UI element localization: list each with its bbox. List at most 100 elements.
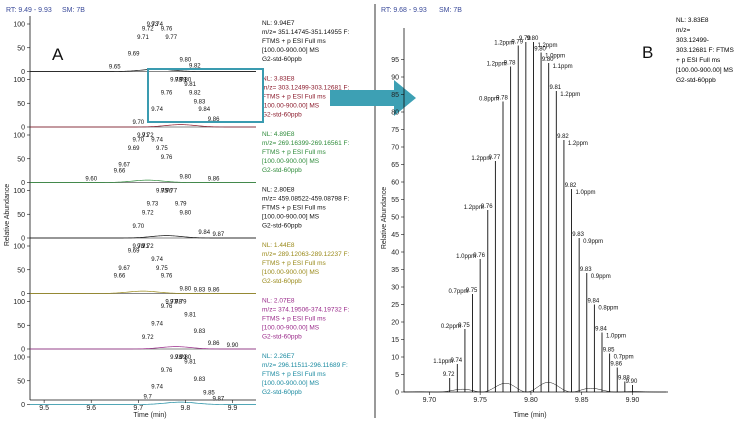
panel-a-trace-annotation: G2-std-60ppb xyxy=(262,223,302,230)
panel-b-y-tick-label: 35 xyxy=(391,267,399,274)
panel-a-peak-label: 9.78 xyxy=(170,78,182,84)
panel-b-ppm-label: 0.7ppm xyxy=(614,355,634,361)
panel-a-trace-line xyxy=(30,401,256,405)
panel-a-trace-line xyxy=(30,290,256,294)
panel-a-trace-annotation: FTMS + p ESI Full ms xyxy=(262,149,326,156)
panel-a-trace-annotation: NL: 4.89E8 xyxy=(262,131,295,138)
panel-b-ppm-label: 0.9ppm xyxy=(583,239,603,245)
panel-a-peak-label: 9.77 xyxy=(165,35,177,41)
panel-a-peak-label: 9.85 xyxy=(203,390,215,396)
panel-a-peak-label: 9.72 xyxy=(142,133,154,139)
panel-a-x-tick-label: 9.5 xyxy=(39,405,49,412)
panel-b-peak-rt-label: 9.76 xyxy=(481,204,493,210)
panel-a-y-tick-label: 100 xyxy=(13,77,25,84)
panel-a-peak-label: 9.80 xyxy=(180,287,192,293)
panel-a-peak-label: 9.67 xyxy=(118,163,130,169)
panel-a-y-tick-label: 50 xyxy=(17,323,25,330)
panel-a-peak-label: 9.78 xyxy=(170,300,182,306)
panel-b-y-tick-label: 75 xyxy=(391,127,399,134)
panel-a-peak-label: 9.83 xyxy=(194,287,206,293)
panel-a-x-tick-label: 9.9 xyxy=(228,405,238,412)
panel-b-peak-rt-label: 9.81 xyxy=(549,85,561,91)
panel-b-peak-rt-label: 9.75 xyxy=(466,288,478,294)
panel-b-annotation-line: m/z= xyxy=(676,27,690,34)
panel-a-x-tick-label: 9.6 xyxy=(86,405,96,412)
panel-b-peak-rt-label: 9.88 xyxy=(618,376,630,382)
panel-b-y-tick-label: 25 xyxy=(391,302,399,309)
panel-a-trace-annotation: NL: 3.83E8 xyxy=(262,76,295,83)
panel-b-x-tick-label: 9.75 xyxy=(473,397,487,404)
panel-b-y-tick-label: 20 xyxy=(391,320,399,327)
panel-a-y-tick-label: 100 xyxy=(13,299,25,306)
panel-a-peak-label: 9.75 xyxy=(156,266,168,272)
panel-a-trace-annotation: [100.00-900.00] MS xyxy=(262,269,320,276)
panel-b-y-tick-label: 45 xyxy=(391,232,399,239)
panel-a-peak-label: 9.79 xyxy=(175,202,187,208)
panel-a-peak-label: 9.66 xyxy=(114,168,126,174)
panel-b-ppm-label: 1.0ppm xyxy=(456,254,476,260)
panel-a-peak-label: 9.82 xyxy=(189,63,201,69)
panel-a-y-tick-label: 0 xyxy=(21,347,25,354)
panel-b-ppm-label: 0.2ppm xyxy=(441,324,461,330)
panel-b-y-tick-label: 55 xyxy=(391,197,399,204)
panel-b-ppm-label: 1.1ppm xyxy=(553,64,573,70)
panel-b-ppm-label: 0.9ppm xyxy=(591,274,611,280)
panel-a-x-tick-label: 9.7 xyxy=(133,405,143,412)
panel-b-ppm-label: 1.2ppm xyxy=(487,62,507,68)
panel-b-y-tick-label: 95 xyxy=(391,57,399,64)
panel-b-peak-rt-label: 9.80 xyxy=(527,36,539,42)
panel-a-y-tick-label: 0 xyxy=(21,69,25,76)
panel-b-ppm-label: 1.0ppm xyxy=(576,190,596,196)
panel-a-peak-label: 9.72 xyxy=(142,27,154,33)
panel-a-peak-label: 9.70 xyxy=(132,120,144,126)
panel-a-peak-label: 9.67 xyxy=(118,266,130,272)
panel-b-ppm-label: 0.7ppm xyxy=(449,289,469,295)
panel-a-y-tick-label: 50 xyxy=(17,45,25,52)
panel-b-ppm-label: 1.2ppm xyxy=(568,141,588,147)
panel-a-y-tick-label: 100 xyxy=(13,22,25,29)
panel-a-peak-label: 9.83 xyxy=(194,329,206,335)
panel-a-trace-annotation: NL: 2.80E8 xyxy=(262,187,295,194)
panel-a-peak-label: 9.80 xyxy=(180,355,192,361)
panel-a-peak-label: 9.80 xyxy=(180,78,192,84)
panel-b-ppm-label: 0.8ppm xyxy=(598,306,618,312)
panel-a-peak-label: 9.77 xyxy=(165,189,177,195)
panel-a-trace-annotation: G2-std-60ppb xyxy=(262,112,302,119)
panel-a-peak-label: 9.71 xyxy=(137,35,149,41)
panel-a-y-tick-label: 50 xyxy=(17,156,25,163)
panel-a-peak-label: 9.60 xyxy=(85,176,97,182)
panel-a-trace-annotation: FTMS + p ESI Full ms xyxy=(262,94,326,101)
panel-b-x-tick-label: 9.85 xyxy=(575,397,589,404)
panel-b-peak-rt-label: 9.72 xyxy=(443,372,455,378)
panel-a-trace-annotation: FTMS + p ESI Full ms xyxy=(262,371,326,378)
panel-a-trace-annotation: m/z= 374.19506-374.19732 F: xyxy=(262,307,349,314)
panel-a-trace-annotation: FTMS + p ESI Full ms xyxy=(262,205,326,212)
panel-b-peak-rt-label: 9.76 xyxy=(473,253,485,259)
panel-b-y-tick-label: 60 xyxy=(391,180,399,187)
panel-a-y-tick-label: 50 xyxy=(17,378,25,385)
panel-a-trace-annotation: NL: 2.07E8 xyxy=(262,298,295,305)
panel-b-ppm-label: 0.8ppm xyxy=(479,97,499,103)
panel-b-peak-rt-label: 9.79 xyxy=(511,40,523,46)
panel-a-chromatograms: 0501009.659.699.719.729.739.749.769.779.… xyxy=(13,16,349,412)
panel-a-y-tick-label: 0 xyxy=(21,291,25,298)
panel-a-peak-label: 9.70 xyxy=(132,138,144,144)
panel-a-trace-annotation: [100.00-900.00] MS xyxy=(262,325,320,332)
panel-a-peak-label: 9.75 xyxy=(156,146,168,152)
panel-a-trace-annotation: NL: 9.94E7 xyxy=(262,20,295,27)
panel-a-trace-line xyxy=(30,68,256,72)
panel-b-letter: B xyxy=(642,43,653,62)
panel-b-peak-rt-label: 9.84 xyxy=(595,327,607,333)
panel-a-trace-annotation: FTMS + p ESI Full ms xyxy=(262,38,326,45)
panel-a-x-tick-label: 9.8 xyxy=(181,405,191,412)
panel-a-y-tick-label: 100 xyxy=(13,133,25,140)
panel-a-peak-label: 9.80 xyxy=(180,210,192,216)
panel-a-trace-line xyxy=(30,124,256,128)
panel-a-peak-label: 9.74 xyxy=(151,257,163,263)
panel-b-ppm-label: 1.2ppm xyxy=(471,156,491,162)
panel-a-trace-annotation: m/z= 459.08522-459.08798 F: xyxy=(262,196,349,203)
panel-a-trace-annotation: NL: 1.44E8 xyxy=(262,242,295,249)
panel-b-peak-rt-label: 9.86 xyxy=(610,362,622,368)
panel-b-y-tick-label: 15 xyxy=(391,337,399,344)
